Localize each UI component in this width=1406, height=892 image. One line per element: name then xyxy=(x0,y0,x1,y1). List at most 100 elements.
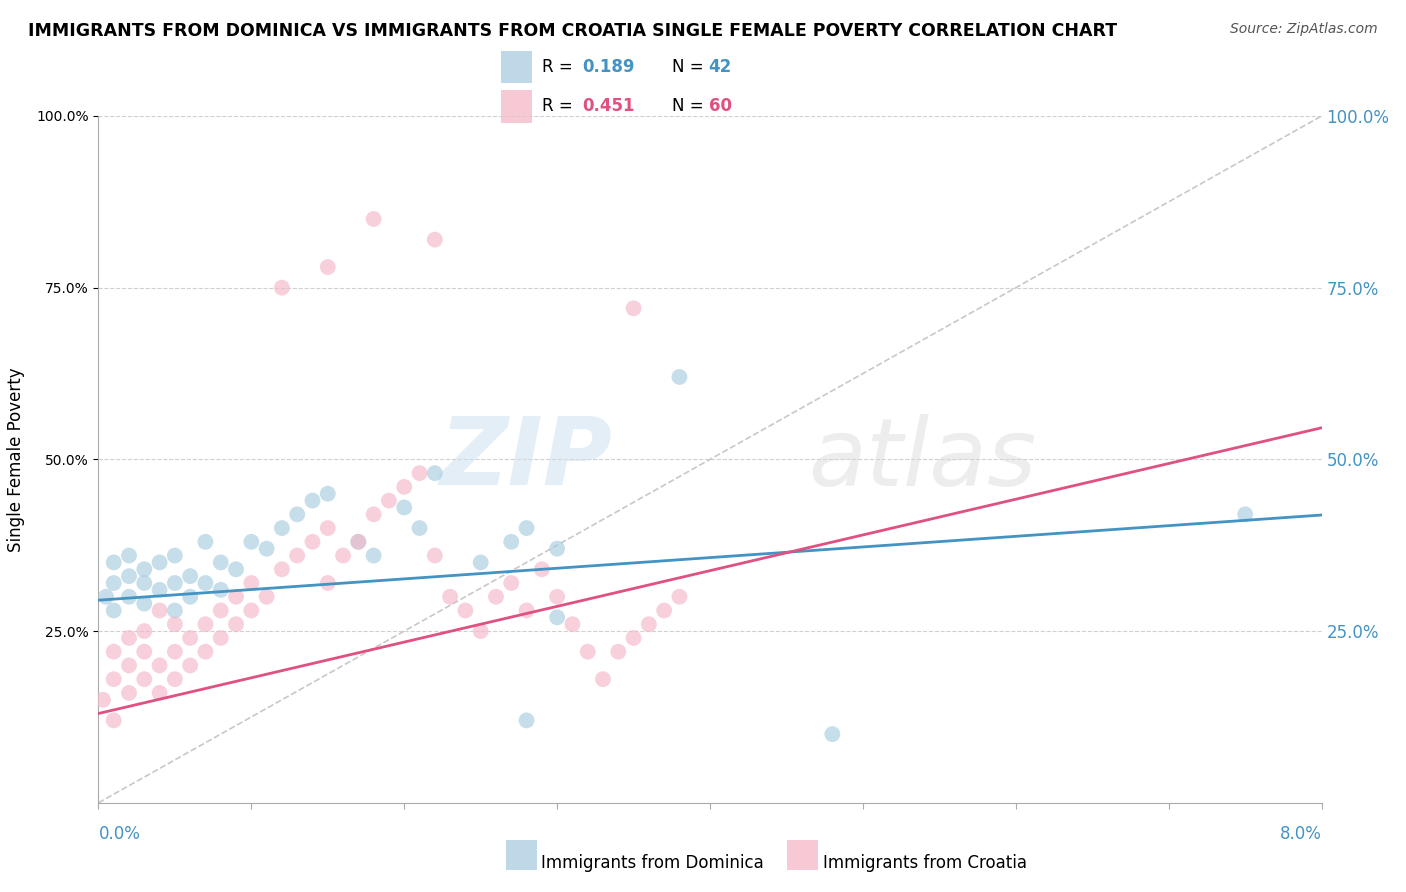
Point xyxy=(316,521,339,535)
Point xyxy=(134,562,156,576)
Point xyxy=(209,603,232,617)
Point xyxy=(378,493,401,508)
Point xyxy=(163,576,186,591)
Point xyxy=(209,582,232,597)
Point xyxy=(103,645,125,659)
Text: 60: 60 xyxy=(709,97,731,115)
Point xyxy=(118,590,141,604)
Point xyxy=(668,590,690,604)
Point xyxy=(134,597,156,611)
Text: atlas: atlas xyxy=(808,414,1036,505)
Text: R =: R = xyxy=(541,97,578,115)
Point xyxy=(285,508,308,522)
Text: N =: N = xyxy=(672,97,709,115)
Point xyxy=(392,480,416,494)
Point xyxy=(118,549,141,563)
Point xyxy=(103,576,125,591)
Point xyxy=(194,576,217,591)
Point xyxy=(163,672,186,686)
Point xyxy=(270,562,294,576)
Point xyxy=(270,521,294,535)
Point xyxy=(149,603,172,617)
Text: Source: ZipAtlas.com: Source: ZipAtlas.com xyxy=(1230,22,1378,37)
Point xyxy=(225,617,247,632)
Point xyxy=(470,624,492,639)
Text: Immigrants from Dominica: Immigrants from Dominica xyxy=(541,854,763,871)
Point xyxy=(209,555,232,570)
Point xyxy=(546,541,568,556)
Point xyxy=(134,672,156,686)
Point xyxy=(163,549,186,563)
Point xyxy=(103,603,125,617)
Point xyxy=(561,617,583,632)
Point xyxy=(285,549,308,563)
Point xyxy=(392,500,416,515)
Point xyxy=(118,631,141,645)
Point xyxy=(347,534,370,549)
Point xyxy=(363,508,385,522)
Point xyxy=(149,686,172,700)
Point xyxy=(347,534,370,549)
Point xyxy=(1234,508,1257,522)
Point xyxy=(240,603,263,617)
Point xyxy=(501,576,523,591)
Point xyxy=(301,534,323,549)
Point xyxy=(179,658,201,673)
Point xyxy=(149,658,172,673)
Point xyxy=(163,617,186,632)
Point xyxy=(118,658,141,673)
Point xyxy=(516,714,538,728)
Point xyxy=(530,562,553,576)
Y-axis label: Single Female Poverty: Single Female Poverty xyxy=(7,368,25,551)
Point xyxy=(103,555,125,570)
Text: 0.451: 0.451 xyxy=(582,97,634,115)
Point xyxy=(103,714,125,728)
Point xyxy=(576,645,599,659)
Point xyxy=(94,590,117,604)
Point xyxy=(118,569,141,583)
Point xyxy=(256,590,278,604)
Point xyxy=(423,466,446,480)
Point xyxy=(179,590,201,604)
Text: Immigrants from Croatia: Immigrants from Croatia xyxy=(823,854,1026,871)
Text: 42: 42 xyxy=(709,58,733,76)
Point xyxy=(149,582,172,597)
Point xyxy=(179,631,201,645)
Point xyxy=(163,603,186,617)
Point xyxy=(134,645,156,659)
Text: IMMIGRANTS FROM DOMINICA VS IMMIGRANTS FROM CROATIA SINGLE FEMALE POVERTY CORREL: IMMIGRANTS FROM DOMINICA VS IMMIGRANTS F… xyxy=(28,22,1118,40)
Point xyxy=(270,281,294,295)
Point xyxy=(668,370,690,384)
Point xyxy=(652,603,675,617)
Text: 0.189: 0.189 xyxy=(582,58,634,76)
Point xyxy=(623,631,645,645)
Point xyxy=(470,555,492,570)
Text: ZIP: ZIP xyxy=(439,413,612,506)
Point xyxy=(363,549,385,563)
Point xyxy=(607,645,630,659)
Text: N =: N = xyxy=(672,58,709,76)
Text: 8.0%: 8.0% xyxy=(1279,825,1322,843)
Point xyxy=(454,603,477,617)
Point xyxy=(301,493,323,508)
Point xyxy=(637,617,661,632)
Bar xyxy=(502,51,533,83)
Point xyxy=(439,590,461,604)
Text: R =: R = xyxy=(541,58,578,76)
Point xyxy=(103,672,125,686)
Point xyxy=(516,521,538,535)
Point xyxy=(194,645,217,659)
Point xyxy=(240,576,263,591)
Point xyxy=(592,672,614,686)
Point xyxy=(316,260,339,274)
Point xyxy=(149,555,172,570)
Point xyxy=(485,590,508,604)
Point xyxy=(363,212,385,227)
Point xyxy=(118,686,141,700)
Point xyxy=(501,534,523,549)
Point xyxy=(623,301,645,316)
Point xyxy=(546,590,568,604)
Point xyxy=(240,534,263,549)
Point xyxy=(408,466,430,480)
Point xyxy=(546,610,568,624)
